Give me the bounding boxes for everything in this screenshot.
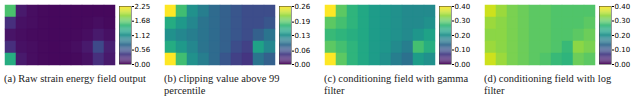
- svg-text:1.68: 1.68: [135, 17, 151, 25]
- svg-text:2.25: 2.25: [135, 3, 151, 11]
- svg-text:0.00: 0.00: [615, 61, 631, 67]
- svg-text:0.00: 0.00: [135, 61, 151, 67]
- svg-text:0.26: 0.26: [295, 3, 311, 11]
- html-text:(b) clipping value above 99 pe: (b) clipping value above 99 percentile: [164, 73, 280, 96]
- svg-text:0.30: 0.30: [455, 17, 471, 25]
- html-text:(d) conditioning field with lo: (d) conditioning field with log filter: [484, 73, 612, 96]
- svg-text:0.13: 0.13: [295, 32, 311, 40]
- svg-text:0.20: 0.20: [455, 32, 471, 40]
- svg-text:0.40: 0.40: [455, 3, 471, 11]
- svg-text:0.20: 0.20: [615, 32, 631, 40]
- svg-text:0.19: 0.19: [295, 18, 311, 26]
- svg-text:0.56: 0.56: [135, 46, 151, 54]
- svg-text:0.10: 0.10: [615, 46, 631, 54]
- html-text:(a) Raw strain energy field ou: (a) Raw strain energy field output: [4, 73, 146, 84]
- svg-text:0.40: 0.40: [615, 3, 631, 11]
- svg-text:0.00: 0.00: [455, 61, 471, 67]
- html-text:(c) conditioning field with ga: (c) conditioning field with gamma filter: [324, 73, 468, 96]
- svg-text:0.30: 0.30: [615, 17, 631, 25]
- svg-text:1.12: 1.12: [135, 32, 151, 40]
- svg-text:0.10: 0.10: [455, 46, 471, 54]
- svg-text:0.00: 0.00: [295, 61, 311, 67]
- svg-text:0.06: 0.06: [295, 47, 311, 55]
